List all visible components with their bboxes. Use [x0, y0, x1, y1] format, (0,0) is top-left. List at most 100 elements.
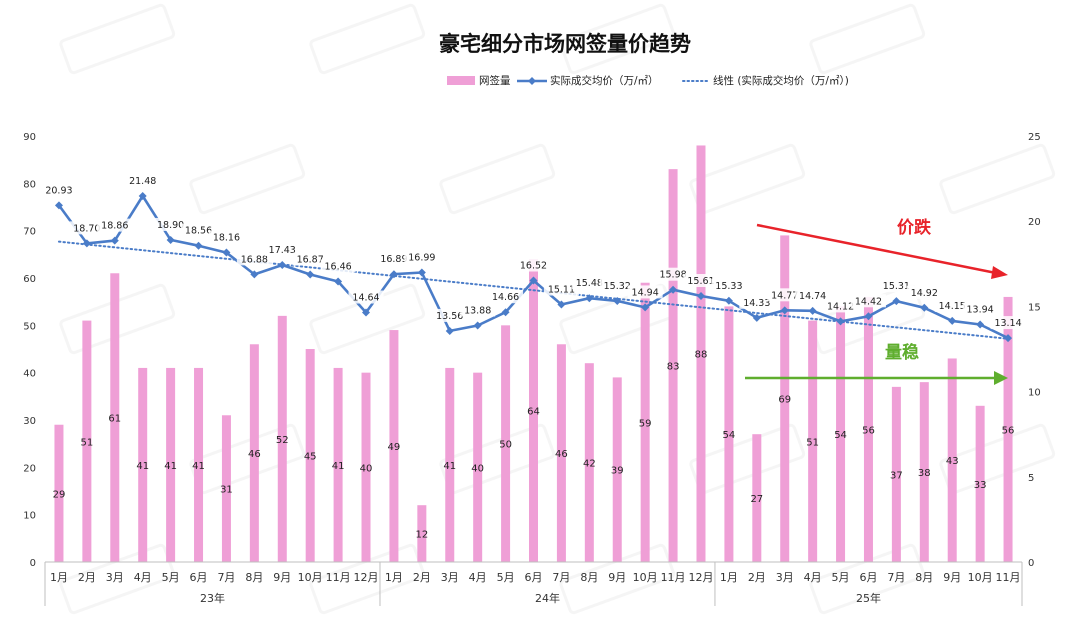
bar-data-label: 54 [723, 430, 736, 441]
x-axis-tick-label: 10月 [968, 571, 993, 584]
price-marker [473, 321, 482, 330]
price-data-label: 14.74 [799, 291, 826, 302]
price-label-bg [264, 242, 300, 256]
x-axis-tick-label: 2月 [748, 571, 766, 584]
price-data-label: 18.56 [185, 226, 212, 237]
bar-data-label: 41 [164, 461, 177, 472]
price-marker [501, 308, 510, 317]
price-marker [194, 241, 203, 250]
x-axis-tick-label: 11月 [326, 571, 351, 584]
x-axis-tick-label: 6月 [190, 571, 208, 584]
x-axis-tick-label: 1月 [385, 571, 403, 584]
bar-data-label: 27 [750, 494, 763, 505]
bar-data-label: 88 [695, 350, 708, 361]
price-line-series [54, 191, 1013, 343]
bar-data-labels: 29 51 61 41 41 41 31 46 52 45 41 40 49 12 41 40 50 64 46 42… [53, 350, 1015, 541]
price-marker [780, 306, 789, 315]
bar-data-label: 37 [890, 470, 903, 481]
bar-data-label: 45 [304, 452, 317, 463]
price-label-bg [850, 294, 886, 308]
price-label-bg [711, 278, 747, 292]
bar-data-label: 54 [834, 430, 847, 441]
bar-data-label: 33 [974, 480, 987, 491]
price-marker [166, 235, 175, 244]
price-data-labels: 20.93 18.70 18.86 21.48 18.9018.5618.1616.88… [41, 173, 1026, 330]
price-label-bg [181, 223, 217, 237]
bar [947, 358, 957, 562]
left-axis-tick-label: 50 [23, 321, 36, 332]
right-axis-tick-label: 25 [1028, 132, 1041, 143]
price-marker [110, 236, 119, 245]
bar-data-label: 41 [136, 461, 149, 472]
price-marker [641, 303, 650, 312]
bar-data-label: 50 [499, 440, 512, 451]
price-marker [362, 308, 371, 317]
price-label-bg [404, 250, 440, 264]
watermark-logo [939, 423, 1056, 495]
price-arrow-head [991, 266, 1008, 279]
left-axis-tick-label: 70 [23, 227, 36, 238]
price-label-bg [683, 274, 719, 288]
x-axis-tick-label: 7月 [887, 571, 905, 584]
left-axis-tick-label: 80 [23, 179, 36, 190]
legend-line-label: 实际成交均价（万/㎡） [550, 74, 659, 87]
bar-series [54, 145, 1013, 562]
bar [445, 367, 455, 562]
price-marker [417, 268, 426, 277]
bar-data-label: 49 [388, 442, 401, 453]
price-data-label: 13.56 [436, 311, 463, 322]
price-marker [724, 296, 733, 305]
bar [1003, 296, 1013, 562]
bar [584, 363, 594, 562]
price-label-bg [41, 183, 77, 197]
price-data-label: 16.89 [380, 254, 407, 265]
price-marker [334, 277, 343, 286]
price-data-label: 15.32 [604, 281, 631, 292]
price-data-label: 14.33 [743, 298, 770, 309]
x-axis-group-label: 25年 [856, 591, 881, 605]
price-label-bg [878, 279, 914, 293]
right-axis-tick-label: 5 [1028, 473, 1034, 484]
price-data-label: 15.31 [883, 281, 910, 292]
price-marker [445, 326, 454, 335]
bar-data-label: 43 [946, 456, 959, 467]
legend: 网签量 实际成交均价（万/㎡） 线性 (实际成交均价（万/㎡）) [447, 74, 849, 87]
price-label-bg [153, 217, 189, 231]
price-annotation: 价跌 [756, 218, 1008, 279]
price-data-label: 15.61 [687, 276, 714, 287]
bar [724, 306, 734, 562]
price-label-bg [906, 285, 942, 299]
x-axis-tick-label: 9月 [943, 571, 961, 584]
bar [138, 367, 148, 562]
price-marker [920, 303, 929, 312]
price-label-bg [795, 288, 831, 302]
price-marker [669, 285, 678, 294]
bar-data-label: 41 [332, 461, 345, 472]
price-marker [752, 313, 761, 322]
price-label-bg [460, 303, 496, 317]
price-marker [976, 320, 985, 329]
bar [473, 372, 483, 562]
price-data-label: 18.86 [101, 221, 128, 232]
bar [612, 377, 622, 562]
price-marker [808, 306, 817, 315]
bar [696, 145, 706, 562]
watermark-logo [689, 143, 806, 215]
bar-data-label: 56 [1002, 425, 1015, 436]
x-axis-tick-label: 5月 [162, 571, 180, 584]
price-marker [948, 316, 957, 325]
bar-data-label: 52 [276, 435, 289, 446]
bar-data-label: 41 [192, 461, 205, 472]
bar [975, 405, 985, 562]
left-axis-tick-label: 60 [23, 274, 36, 285]
bar-data-label: 40 [471, 463, 484, 474]
watermark-logo [189, 143, 306, 215]
price-marker [54, 201, 63, 210]
bar [110, 273, 120, 562]
left-axis-tick-label: 10 [23, 511, 36, 522]
x-axis-group-label: 24年 [535, 591, 560, 605]
price-label-bg [739, 295, 775, 309]
trend-line-path [57, 240, 1010, 340]
x-axis-tick-label: 8月 [915, 571, 933, 584]
